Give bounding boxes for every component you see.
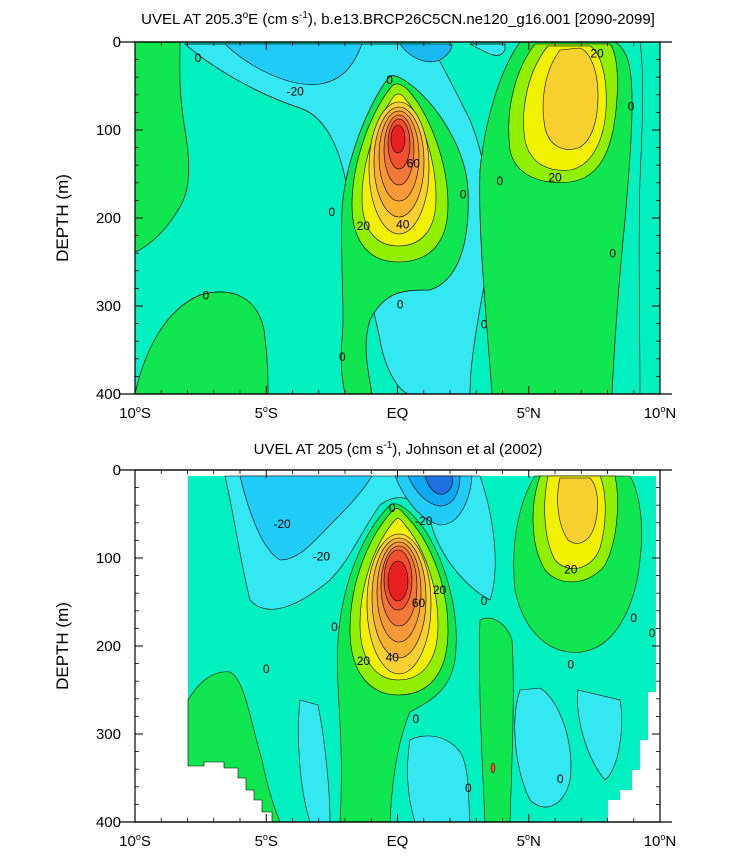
- x-tick-label: EQ: [387, 833, 409, 850]
- contour-label: 0: [465, 781, 472, 795]
- bottom-field-positive-left: [187, 671, 281, 822]
- y-tick-label: 100: [96, 122, 121, 139]
- y-tick-label: 200: [96, 210, 121, 227]
- bottom-field-deep-neg-1: [407, 735, 471, 822]
- x-tick-label: 5oS: [255, 832, 278, 850]
- contour-label: 60: [412, 596, 426, 610]
- contour-label: 0: [331, 620, 338, 634]
- y-tick-label: 0: [113, 34, 121, 51]
- bottom-field-deep-neg-3: [577, 689, 622, 781]
- contour-label: 0: [397, 297, 404, 311]
- bottom-field-minus20: [239, 475, 373, 561]
- contour-label: 0: [386, 73, 393, 87]
- bottom-title: UVEL AT 205 (cm s-1), Johnson et al (200…: [254, 440, 543, 458]
- contour-label: -20: [415, 514, 433, 528]
- x-tick-label: 5oS: [255, 404, 278, 422]
- top-panel: UVEL AT 205.3oE (cm s-1), b.e13.BRCP26C5…: [53, 10, 676, 422]
- contour-label: 0: [195, 51, 202, 65]
- contour-label: 0: [460, 187, 467, 201]
- top-field-euc-80: [390, 124, 406, 154]
- x-tick-label: 10oS: [119, 832, 151, 850]
- contour-label: 20: [590, 47, 604, 61]
- bottom-field-minus40: [424, 475, 454, 495]
- top-field-east-30: [542, 47, 599, 150]
- x-tick-label: 5oN: [517, 404, 541, 422]
- top-field-minus20: [224, 43, 363, 85]
- x-tick-label: EQ: [387, 405, 409, 422]
- y-tick-label: 300: [96, 726, 121, 743]
- top-contour-labels: 0 -20 0 60 40 20 0 0 0 20 20 0 0 0 0 0 0: [195, 47, 635, 365]
- top-field-negative-b: [469, 43, 506, 56]
- contour-label: 0: [557, 772, 564, 786]
- bottom-field-euc-80: [387, 560, 409, 602]
- bottom-panel: UVEL AT 205 (cm s-1), Johnson et al (200…: [53, 440, 676, 850]
- contour-label: 20: [357, 219, 371, 233]
- contour-label: 20: [433, 583, 447, 597]
- y-tick-label: 0: [113, 462, 121, 479]
- contour-label: 0: [481, 594, 488, 608]
- contour-label: 0: [567, 658, 574, 672]
- top-plot-area: [135, 42, 660, 394]
- y-tick-label: 400: [96, 386, 121, 403]
- y-tick-label: 100: [96, 550, 121, 567]
- contour-label: 0: [413, 712, 420, 726]
- x-tick-label: 5oN: [517, 832, 541, 850]
- contour-label: 20: [548, 171, 562, 185]
- contour-label: 0: [481, 318, 488, 332]
- contour-label: 0: [339, 350, 346, 364]
- contour-label: 0: [497, 174, 504, 188]
- bottom-field-small-spot: [490, 762, 496, 774]
- top-field-positive-left: [135, 42, 190, 253]
- contour-label: 0: [628, 99, 635, 113]
- contour-label: 0: [649, 626, 656, 640]
- bottom-field-deep-neg-2: [514, 687, 572, 808]
- contour-label: 20: [564, 563, 578, 577]
- contour-label: 60: [407, 157, 421, 171]
- bottom-ylabel: DEPTH (m): [53, 602, 72, 690]
- contour-label: 0: [203, 289, 210, 303]
- y-tick-label: 200: [96, 638, 121, 655]
- top-field-minus20-b: [399, 43, 453, 63]
- contour-label: 0: [389, 501, 396, 515]
- contour-label: 0: [263, 662, 270, 676]
- contour-label: 0: [630, 611, 637, 625]
- bottom-field-deep-neg-4: [298, 699, 331, 822]
- contour-label: -20: [273, 517, 291, 531]
- contour-label: 40: [396, 217, 410, 231]
- top-field-positive-bottom: [135, 291, 269, 394]
- x-tick-label: 10oN: [644, 832, 677, 850]
- bottom-plot-area: [135, 470, 660, 822]
- contour-label: 40: [386, 651, 400, 665]
- contour-label: 0: [609, 246, 616, 260]
- bottom-field-mid-0: [479, 617, 514, 822]
- top-ylabel: DEPTH (m): [53, 174, 72, 262]
- top-title: UVEL AT 205.3oE (cm s-1), b.e13.BRCP26C5…: [141, 10, 655, 28]
- contour-label: 20: [357, 654, 371, 668]
- x-tick-label: 10oS: [119, 404, 151, 422]
- contour-label: -20: [286, 84, 304, 98]
- x-tick-label: 10oN: [644, 404, 677, 422]
- y-tick-label: 300: [96, 298, 121, 315]
- bottom-field-east-30: [557, 477, 598, 544]
- y-tick-label: 400: [96, 814, 121, 831]
- contour-label: -20: [313, 549, 331, 563]
- contour-label: 0: [329, 205, 336, 219]
